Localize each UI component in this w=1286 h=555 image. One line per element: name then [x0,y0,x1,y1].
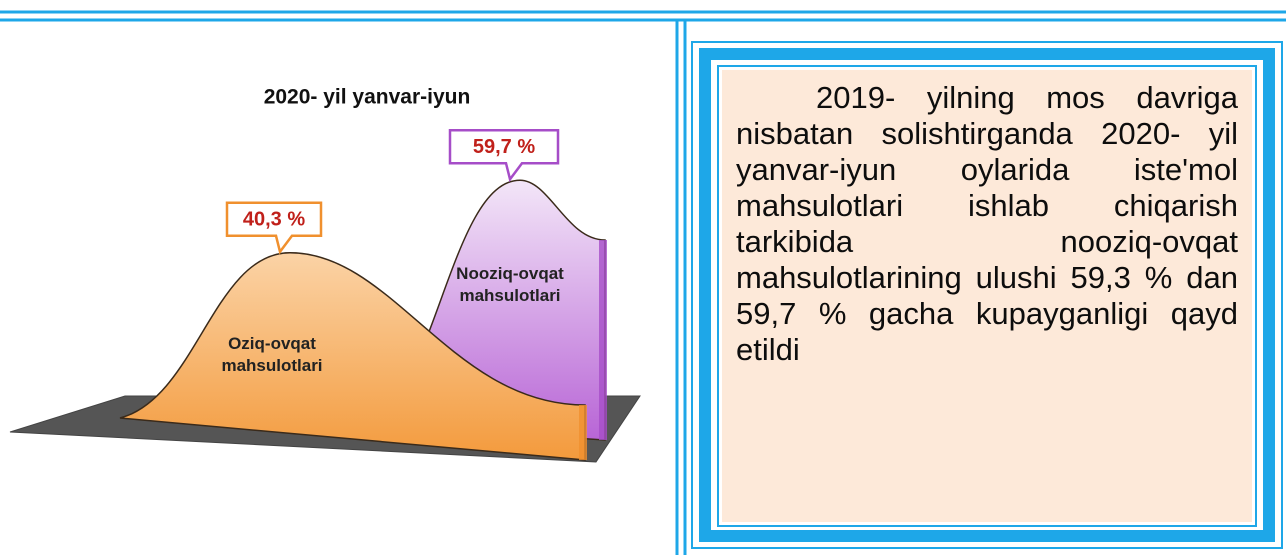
note-box: 2019- yilning mos davriga nisbatan solis… [722,70,1252,522]
value-label: 59,7 % [473,136,535,158]
category-label: Oziq-ovqat mahsulotlari [202,333,342,377]
area-edge [599,240,607,440]
page: 2020- yil yanvar-iyun 59,7 % 40,3 % 2019-… [0,0,1286,555]
value-label: 40,3 % [243,209,305,231]
category-label: Nooziq-ovqat mahsulotlari [440,263,580,307]
note-text: 2019- yilning mos davriga nisbatan solis… [736,80,1238,368]
area-edge [579,405,587,460]
chart-title: 2020- yil yanvar-iyun [264,86,471,109]
